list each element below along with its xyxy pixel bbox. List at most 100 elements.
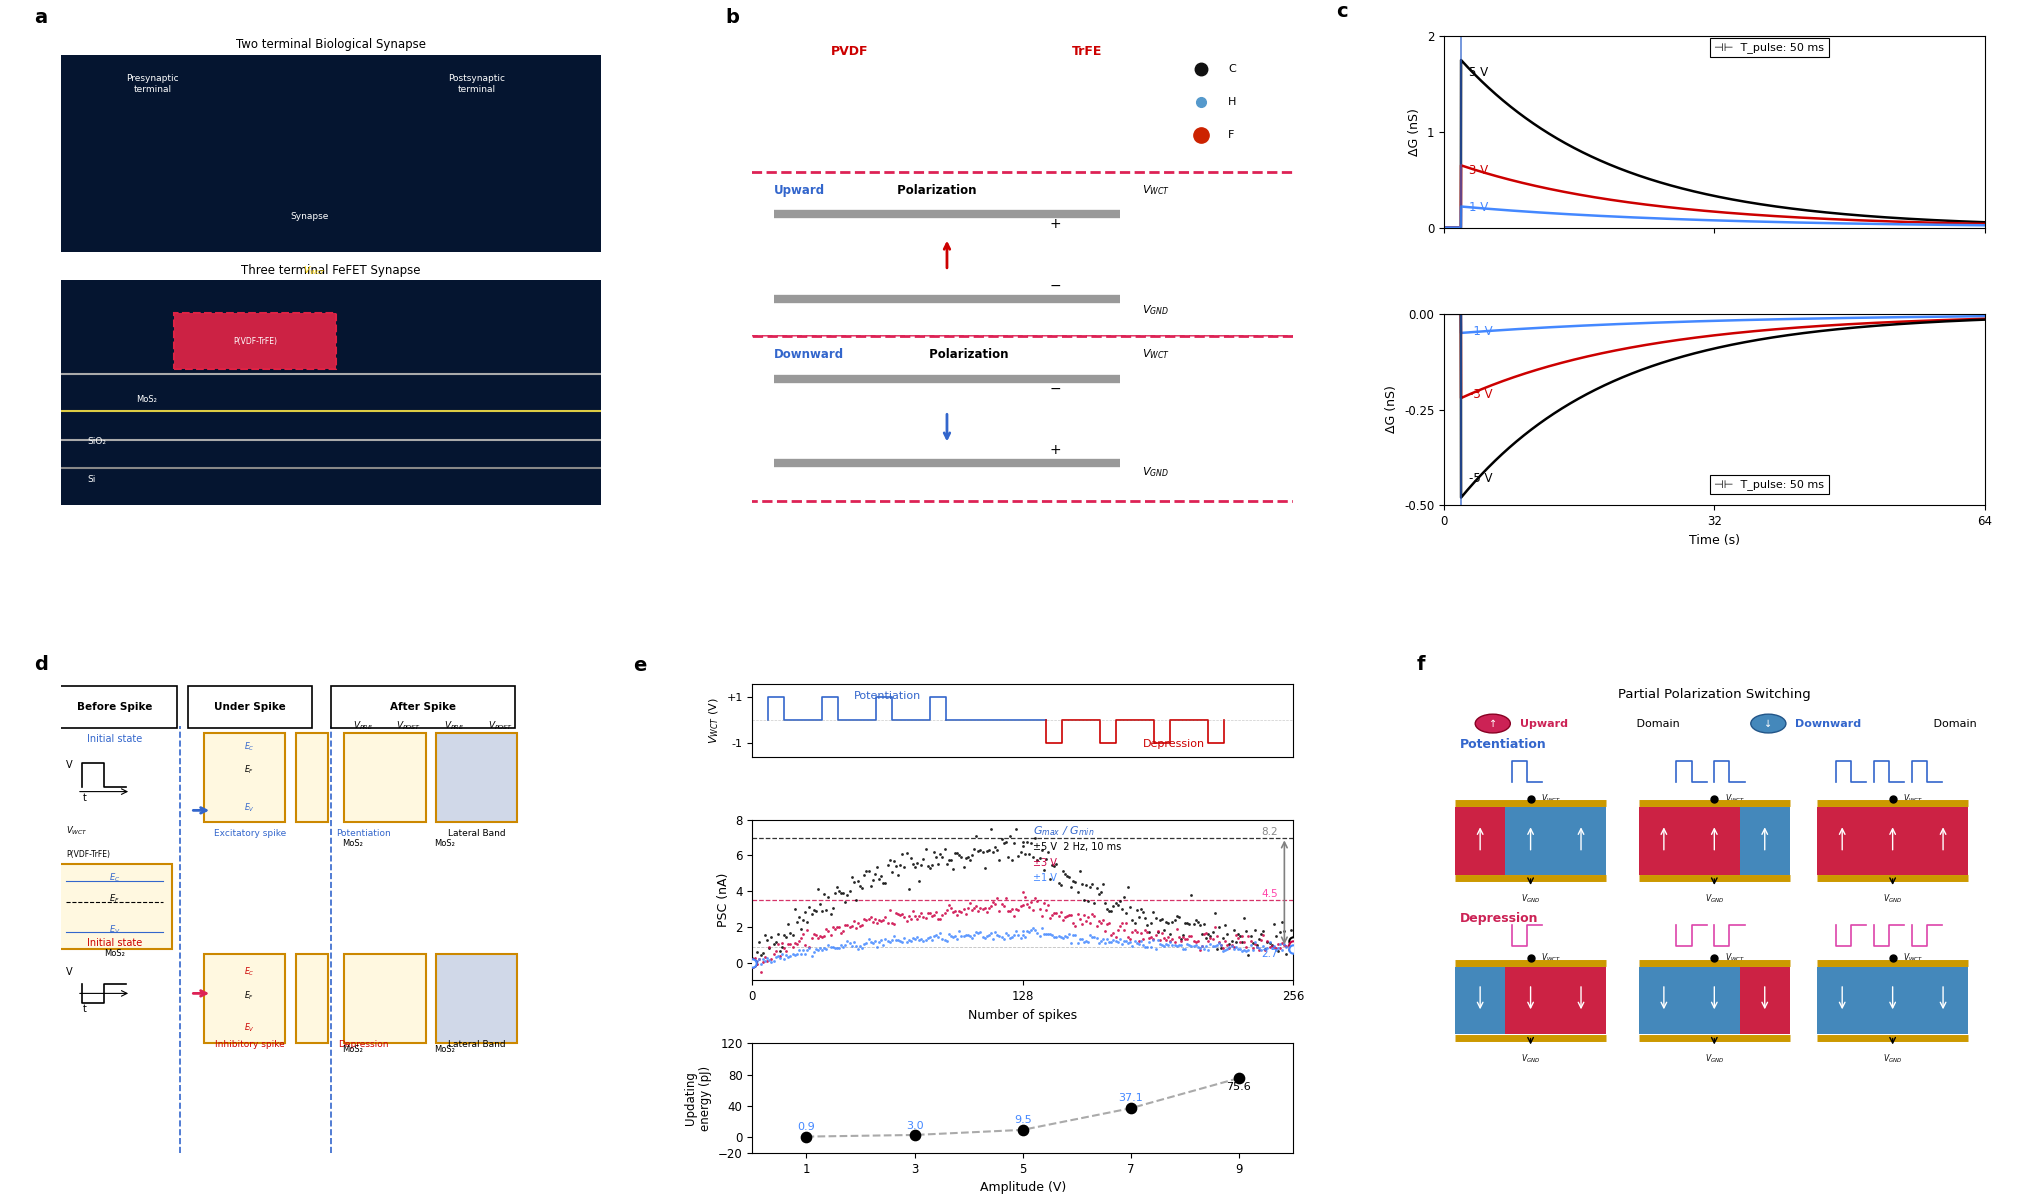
- Point: [881, 904, 913, 924]
- Point: [1021, 924, 1053, 943]
- Point: [1112, 927, 1144, 946]
- Point: [786, 944, 818, 963]
- Point: [739, 955, 772, 974]
- Point: [816, 898, 848, 918]
- Text: $E_F$: $E_F$: [109, 892, 119, 906]
- Point: [1075, 928, 1108, 948]
- Point: [1229, 937, 1262, 956]
- Bar: [1739, 807, 1790, 874]
- Point: [1241, 936, 1274, 955]
- Text: $E_F$: $E_F$: [245, 990, 255, 1002]
- Point: [1029, 901, 1061, 920]
- Point: [1274, 938, 1306, 957]
- Point: [1193, 932, 1225, 951]
- Point: [1087, 874, 1120, 894]
- Point: [968, 928, 1000, 948]
- Text: P(VDF-TrFE): P(VDF-TrFE): [67, 850, 109, 859]
- Point: [994, 826, 1027, 846]
- Text: Upward: Upward: [774, 184, 824, 197]
- Point: [1027, 894, 1059, 913]
- Text: MoS₂: MoS₂: [342, 1045, 362, 1054]
- FancyBboxPatch shape: [330, 686, 514, 728]
- Point: [1083, 933, 1116, 952]
- Point: [1079, 916, 1112, 936]
- Point: [1049, 907, 1081, 926]
- Point: [1199, 918, 1231, 937]
- Text: ⊣⊢  T_pulse: 50 ms: ⊣⊢ T_pulse: 50 ms: [1715, 479, 1825, 490]
- Point: [1085, 883, 1118, 902]
- Text: +: +: [1049, 443, 1061, 456]
- Point: [1104, 930, 1136, 949]
- Point: [1012, 922, 1045, 942]
- Text: 1 V: 1 V: [1470, 202, 1488, 214]
- Text: ±3 V: ±3 V: [1033, 859, 1057, 868]
- Point: [1140, 926, 1172, 945]
- Text: $V_{GND}$: $V_{GND}$: [1705, 1052, 1723, 1064]
- Point: [893, 930, 925, 949]
- Point: [743, 950, 776, 969]
- Point: [938, 927, 970, 946]
- Point: [950, 848, 982, 867]
- Point: [917, 926, 950, 945]
- Point: [944, 846, 976, 865]
- Point: [1106, 900, 1138, 919]
- Point: [1225, 942, 1258, 961]
- Point: [980, 889, 1012, 908]
- Point: [776, 926, 808, 945]
- Point: [814, 904, 846, 924]
- Point: [915, 855, 948, 874]
- Point: [865, 866, 897, 885]
- Point: [1274, 920, 1306, 939]
- Point: [1247, 937, 1280, 956]
- Point: [1272, 940, 1304, 960]
- FancyBboxPatch shape: [188, 686, 312, 728]
- Point: [1189, 915, 1221, 934]
- Point: [1170, 934, 1203, 954]
- Point: [1221, 928, 1253, 948]
- Point: [964, 898, 996, 918]
- Text: Initial state: Initial state: [87, 734, 142, 745]
- Point: [1122, 908, 1154, 927]
- Point: [901, 909, 934, 928]
- Text: Potentiation: Potentiation: [336, 829, 391, 838]
- Point: [1041, 854, 1073, 873]
- Point: [1008, 844, 1041, 864]
- Point: [1071, 891, 1104, 910]
- Text: Synapse: Synapse: [290, 213, 328, 221]
- Point: [1098, 930, 1130, 949]
- Point: [1085, 913, 1118, 932]
- Point: [960, 896, 992, 915]
- Text: a: a: [34, 7, 47, 26]
- Point: [1106, 934, 1138, 954]
- Point: [1237, 940, 1270, 960]
- Point: [1061, 933, 1094, 952]
- Point: [1096, 926, 1128, 945]
- Point: [1197, 922, 1229, 942]
- Point: [1021, 891, 1053, 910]
- Text: Lateral Band: Lateral Band: [448, 1040, 506, 1050]
- Point: [808, 927, 840, 946]
- Point: [1201, 940, 1233, 960]
- Point: [1025, 918, 1057, 937]
- Point: [934, 850, 966, 870]
- Point: [1035, 870, 1067, 889]
- Point: [998, 833, 1031, 853]
- Point: [778, 945, 810, 964]
- Point: [1094, 902, 1126, 921]
- Point: [936, 898, 968, 918]
- Point: [747, 952, 780, 972]
- Point: [871, 914, 903, 933]
- Point: [1164, 936, 1197, 955]
- Point: [759, 942, 792, 961]
- Point: [1118, 931, 1150, 950]
- Point: [767, 950, 800, 969]
- Text: Polarization: Polarization: [925, 348, 1008, 362]
- Point: [853, 861, 885, 880]
- Point: [1132, 938, 1164, 957]
- Point: [863, 910, 895, 930]
- Point: [1187, 937, 1219, 956]
- Text: PVDF: PVDF: [830, 44, 869, 58]
- Point: [1225, 933, 1258, 952]
- Text: $V_{WCT}$: $V_{WCT}$: [1142, 347, 1170, 362]
- Point: [1260, 940, 1292, 960]
